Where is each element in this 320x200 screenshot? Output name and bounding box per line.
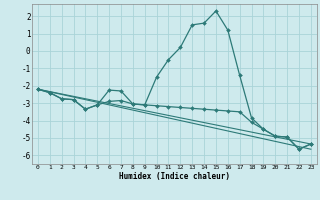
X-axis label: Humidex (Indice chaleur): Humidex (Indice chaleur) [119, 172, 230, 181]
